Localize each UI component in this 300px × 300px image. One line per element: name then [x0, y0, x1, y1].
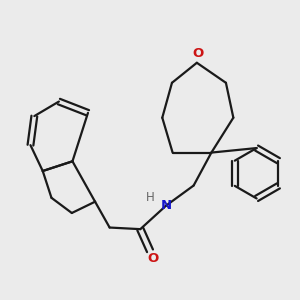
- Text: N: N: [160, 199, 172, 212]
- Text: O: O: [193, 46, 204, 60]
- Text: O: O: [147, 252, 158, 266]
- Text: H: H: [146, 191, 154, 204]
